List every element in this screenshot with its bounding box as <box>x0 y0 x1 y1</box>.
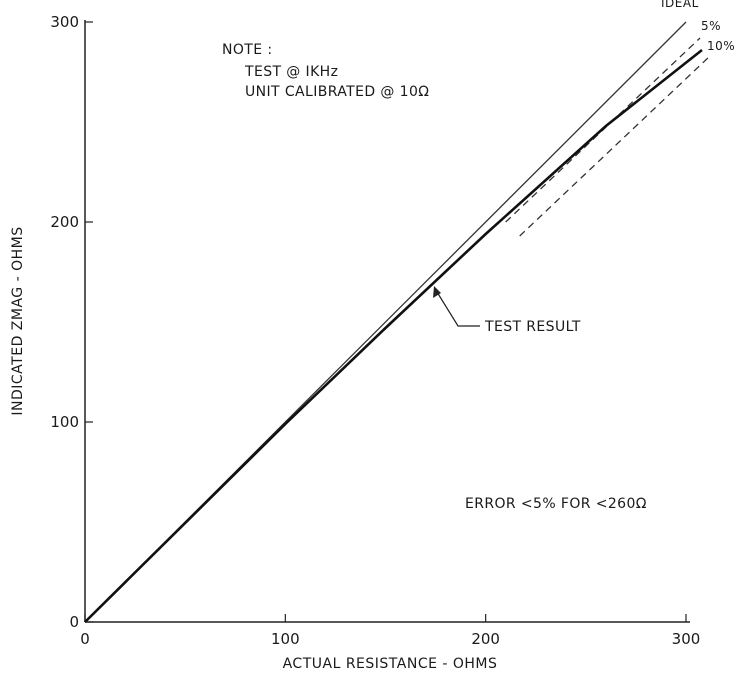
x-axis-title: ACTUAL RESISTANCE - OHMS <box>283 656 498 672</box>
test-result-label: TEST RESULT <box>484 319 581 335</box>
test-result-callout: TEST RESULT <box>433 286 581 335</box>
axes <box>84 20 690 623</box>
note-title: NOTE : <box>222 42 272 58</box>
x-tick-label: 300 <box>672 630 701 648</box>
series-label: IDEAL <box>661 0 699 10</box>
note-line-1: TEST @ IKHz <box>244 64 338 80</box>
x-tick-label: 100 <box>271 630 300 648</box>
error-note: ERROR <5% FOR <260Ω <box>465 496 647 512</box>
y-tick-label: 100 <box>50 413 79 431</box>
y-tick-label: 300 <box>50 13 79 31</box>
series-label: 10% <box>707 39 735 53</box>
y-axis-title: INDICATED ZMAG - OHMS <box>10 226 26 415</box>
test-result-arrowhead <box>433 286 441 298</box>
x-tick-label: 200 <box>471 630 500 648</box>
series-line-10 <box>519 55 711 237</box>
note-line-2: UNIT CALIBRATED @ 10Ω <box>245 84 429 100</box>
y-tick-label: 200 <box>50 213 79 231</box>
series-label: 5% <box>701 19 721 33</box>
tick-labels: 0 100 200 300 0 100 200 300 <box>50 13 700 648</box>
test-result-leader <box>436 291 480 327</box>
series-line-test-result <box>84 48 703 623</box>
x-tick-label: 0 <box>80 630 90 648</box>
y-tick-label: 0 <box>69 613 79 631</box>
